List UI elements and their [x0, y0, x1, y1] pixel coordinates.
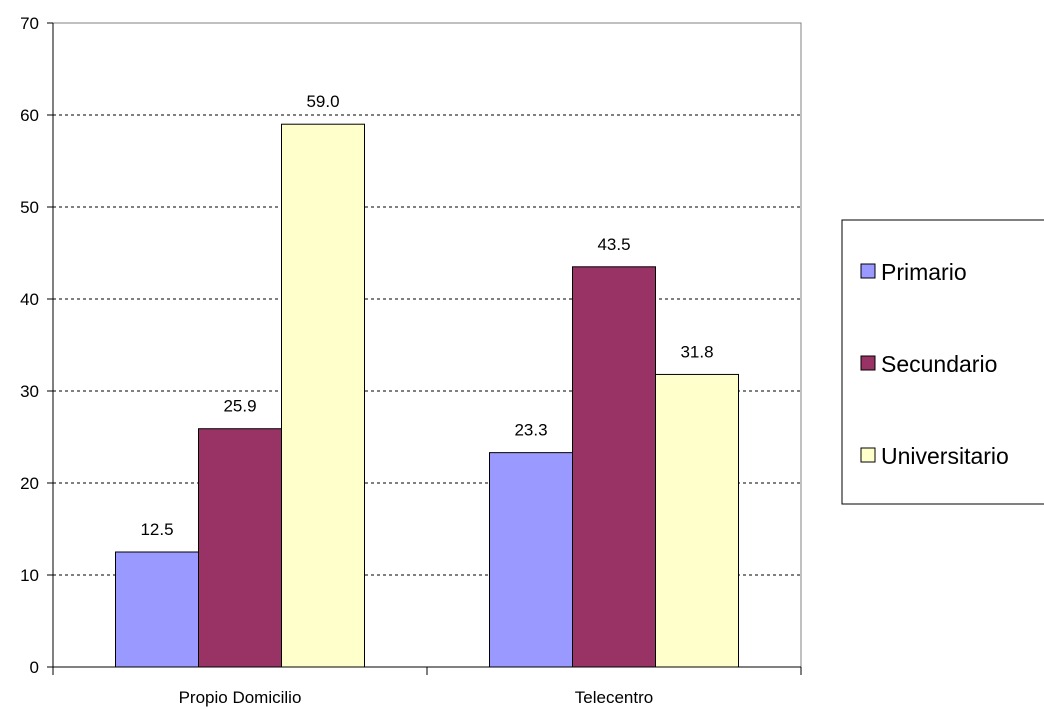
- y-tick-label: 10: [20, 566, 39, 585]
- data-label: 59.0: [306, 92, 339, 111]
- bar-universitario-0: [281, 123, 365, 668]
- y-tick-label: 20: [20, 474, 39, 493]
- x-tick-label: Telecentro: [575, 688, 653, 707]
- data-label: 25.9: [223, 397, 256, 416]
- legend-label-primario: Primario: [881, 259, 967, 285]
- bars: [115, 123, 739, 668]
- y-tick-label: 0: [30, 658, 39, 677]
- bar-primario-0: [115, 551, 199, 668]
- legend-swatch-primario: [860, 263, 876, 279]
- bar-primario-1: [489, 452, 573, 668]
- labels: 0 10 20 30 40 50 60 70 12.5 25.9 59.0 Propio Domici…: [20, 14, 713, 707]
- y-tick-label: 30: [20, 382, 39, 401]
- data-label: 31.8: [680, 342, 713, 361]
- axes: [47, 22, 802, 675]
- legend-label-universitario: Universitario: [881, 443, 1009, 469]
- y-tick-label: 40: [20, 290, 39, 309]
- y-tick-label: 50: [20, 198, 39, 217]
- legend: Primario Secundario Universitario: [841, 219, 1044, 505]
- legend-swatch-universitario: [860, 447, 876, 463]
- y-tick-label: 60: [20, 106, 39, 125]
- data-label: 23.3: [514, 421, 547, 440]
- x-tick-label: Propio Domicilio: [179, 688, 302, 707]
- legend-box: [841, 219, 1044, 505]
- bar-universitario-1: [655, 373, 739, 668]
- data-label: 43.5: [597, 235, 630, 254]
- bar-secundario-0: [198, 428, 282, 668]
- legend-swatch-secundario: [860, 355, 876, 371]
- legend-label-secundario: Secundario: [881, 351, 997, 377]
- bar-secundario-1: [572, 266, 656, 668]
- data-label: 12.5: [140, 520, 173, 539]
- y-tick-label: 70: [20, 14, 39, 33]
